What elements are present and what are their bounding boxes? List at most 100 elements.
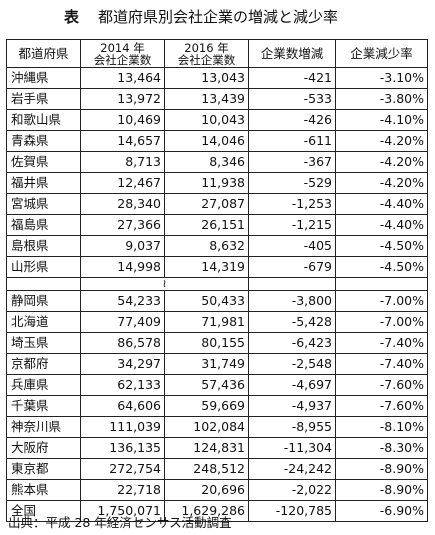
count-2014-cell: 54,233	[80, 290, 165, 312]
pref-cell: 埼玉県	[6, 332, 81, 354]
count-2014-cell: 14,998	[80, 256, 165, 278]
count-2014-cell: 34,297	[80, 353, 165, 375]
pref-cell: 東京都	[6, 458, 81, 480]
table-row: 青森県 14,657 14,046 -611 -4.20%	[6, 130, 428, 152]
count-2014-cell: 22,718	[80, 479, 165, 501]
change-cell: -8,955	[248, 416, 336, 438]
count-2016-cell: 27,087	[164, 193, 249, 215]
pref-cell: 神奈川県	[6, 416, 81, 438]
gap-mark: ≀	[80, 277, 249, 291]
rate-cell: -7.60%	[335, 395, 428, 417]
count-2014-cell: 111,039	[80, 416, 165, 438]
bottom-rows: 静岡県 54,233 50,433 -3,800 -7.00% 北海道 77,409 71,9…	[6, 290, 428, 522]
count-2014-cell: 10,469	[80, 109, 165, 131]
title-lead: 表	[64, 8, 80, 26]
rate-cell: -4.40%	[335, 214, 428, 236]
pref-cell: 山形県	[6, 256, 81, 278]
count-2016-cell: 20,696	[164, 479, 249, 501]
change-cell: -120,785	[248, 500, 336, 522]
gap-section: ≀	[6, 277, 428, 291]
header-rate: 企業減少率	[335, 39, 428, 68]
count-2016-cell: 10,043	[164, 109, 249, 131]
gap-cell	[6, 277, 81, 291]
pref-cell: 兵庫県	[6, 374, 81, 396]
rate-cell: -4.50%	[335, 235, 428, 257]
count-2014-cell: 8,713	[80, 151, 165, 173]
count-2014-cell: 136,135	[80, 437, 165, 459]
table-row: 千葉県 64,606 59,669 -4,937 -7.60%	[6, 395, 428, 417]
source-note: 出典：平成 28 年経済センサス活動調査	[8, 515, 232, 530]
pref-cell: 千葉県	[6, 395, 81, 417]
count-2016-cell: 14,046	[164, 130, 249, 152]
count-2016-cell: 8,632	[164, 235, 249, 257]
pref-cell: 福井県	[6, 172, 81, 194]
table-row: 岩手県 13,972 13,439 -533 -3.80%	[6, 88, 428, 110]
top-rows: 沖縄県 13,464 13,043 -421 -3.10% 岩手県 13,972 13,439…	[6, 67, 428, 278]
header-2014-sub: 会社企業数	[93, 52, 152, 67]
count-2014-cell: 272,754	[80, 458, 165, 480]
rate-cell: -8.90%	[335, 479, 428, 501]
pref-cell: 沖縄県	[6, 67, 81, 89]
pref-cell: 全国	[6, 500, 81, 522]
count-2014-cell: 64,606	[80, 395, 165, 417]
rate-cell: -7.40%	[335, 353, 428, 375]
change-cell: -2,022	[248, 479, 336, 501]
pref-cell: 熊本県	[6, 479, 81, 501]
count-2016-cell: 13,439	[164, 88, 249, 110]
rate-cell: -4.40%	[335, 193, 428, 215]
change-cell: -11,304	[248, 437, 336, 459]
rate-cell: -4.50%	[335, 256, 428, 278]
rate-cell: -3.80%	[335, 88, 428, 110]
rate-cell: -8.30%	[335, 437, 428, 459]
pref-cell: 静岡県	[6, 290, 81, 312]
table-row: 福島県 27,366 26,151 -1,215 -4.40%	[6, 214, 428, 236]
count-2016-cell: 1,629,286	[164, 500, 249, 522]
pref-cell: 青森県	[6, 130, 81, 152]
count-2016-cell: 57,436	[164, 374, 249, 396]
change-cell: -6,423	[248, 332, 336, 354]
pref-cell: 岩手県	[6, 88, 81, 110]
count-2014-cell: 77,409	[80, 311, 165, 333]
table-row: 東京都 272,754 248,512 -24,242 -8.90%	[6, 458, 428, 480]
table-row: 全国 1,750,071 1,629,286 -120,785 -6.90%	[6, 500, 428, 522]
rate-cell: -4.20%	[335, 172, 428, 194]
count-2014-cell: 13,464	[80, 67, 165, 89]
change-cell: -2,548	[248, 353, 336, 375]
change-cell: -3,800	[248, 290, 336, 312]
change-cell: -5,428	[248, 311, 336, 333]
table-row: 大阪府 136,135 124,831 -11,304 -8.30%	[6, 437, 428, 459]
table-row: 熊本県 22,718 20,696 -2,022 -8.90%	[6, 479, 428, 501]
change-cell: -533	[248, 88, 336, 110]
change-cell: -1,215	[248, 214, 336, 236]
change-cell: -367	[248, 151, 336, 173]
count-2016-cell: 50,433	[164, 290, 249, 312]
table-row: 佐賀県 8,713 8,346 -367 -4.20%	[6, 151, 428, 173]
count-2016-cell: 11,938	[164, 172, 249, 194]
count-2016-cell: 124,831	[164, 437, 249, 459]
gap-cell	[335, 277, 428, 291]
pref-cell: 宮城県	[6, 193, 81, 215]
title-text: 都道府県別会社企業の増減と減少率	[98, 8, 339, 26]
count-2014-cell: 12,467	[80, 172, 165, 194]
count-2014-cell: 27,366	[80, 214, 165, 236]
count-2014-cell: 62,133	[80, 374, 165, 396]
rate-cell: -3.10%	[335, 67, 428, 89]
count-2016-cell: 102,084	[164, 416, 249, 438]
change-cell: -529	[248, 172, 336, 194]
rate-cell: -7.60%	[335, 374, 428, 396]
pref-cell: 福島県	[6, 214, 81, 236]
change-cell: -1,253	[248, 193, 336, 215]
change-cell: -4,697	[248, 374, 336, 396]
table-row: 北海道 77,409 71,981 -5,428 -7.00%	[6, 311, 428, 333]
rate-cell: -7.00%	[335, 290, 428, 312]
header-2014-year: 2014 年	[100, 40, 145, 55]
rate-cell: -4.10%	[335, 109, 428, 131]
table-row: 埼玉県 86,578 80,155 -6,423 -7.40%	[6, 332, 428, 354]
header-pref: 都道府県	[6, 39, 81, 68]
gap-cell	[248, 277, 336, 291]
header-2016-year: 2016 年	[184, 40, 229, 55]
count-2016-cell: 26,151	[164, 214, 249, 236]
count-2016-cell: 59,669	[164, 395, 249, 417]
count-2016-cell: 14,319	[164, 256, 249, 278]
rate-cell: -8.90%	[335, 458, 428, 480]
